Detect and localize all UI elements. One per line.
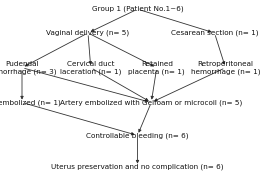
- Text: Cesarean section (n= 1): Cesarean section (n= 1): [171, 30, 258, 36]
- Text: Cervical duct
laceration (n= 1): Cervical duct laceration (n= 1): [60, 61, 122, 75]
- Text: Uterus preservation and no complication (n= 6): Uterus preservation and no complication …: [51, 163, 224, 170]
- Text: Retained
placenta (n= 1): Retained placenta (n= 1): [128, 61, 185, 75]
- Text: Controllable bleeding (n= 6): Controllable bleeding (n= 6): [86, 132, 189, 139]
- Text: Not embolized (n= 1): Not embolized (n= 1): [0, 99, 61, 106]
- Text: Pudendal
hemorrhage (n= 3): Pudendal hemorrhage (n= 3): [0, 61, 57, 75]
- Text: Retroperitoneal
hemorrhage (n= 1): Retroperitoneal hemorrhage (n= 1): [191, 61, 260, 75]
- Text: Vaginal delivery (n= 5): Vaginal delivery (n= 5): [46, 30, 130, 36]
- Text: Artery embolized with Gelfoam or microcoil (n= 5): Artery embolized with Gelfoam or microco…: [60, 99, 242, 106]
- Text: Group 1 (Patient No.1~6): Group 1 (Patient No.1~6): [92, 6, 183, 12]
